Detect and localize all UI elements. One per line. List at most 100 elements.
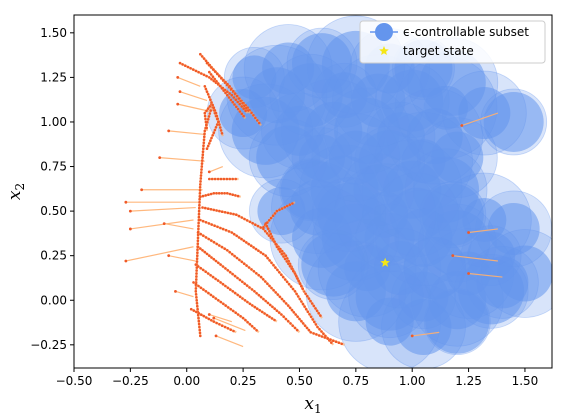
y-axis-label: x2 <box>5 183 27 200</box>
trajectory-point <box>212 208 216 212</box>
trajectory-point <box>200 162 204 165</box>
trajectory-point <box>228 177 232 181</box>
trajectory-point <box>205 147 209 150</box>
trajectory-point <box>245 284 249 287</box>
trajectory-point <box>215 209 218 212</box>
trajectory-point <box>220 87 224 90</box>
trajectory-point <box>220 245 224 249</box>
trajectory-point <box>231 309 235 313</box>
trajectory-point <box>200 313 203 317</box>
trajectory-point <box>209 293 213 297</box>
trajectory-point <box>201 159 204 162</box>
trajectory-point <box>306 310 310 314</box>
trajectory-point <box>307 328 311 332</box>
trajectory-point <box>236 276 239 280</box>
trajectory-point <box>315 333 318 336</box>
trajectory-point <box>202 314 206 318</box>
trajectory-point <box>240 105 243 108</box>
trajectory-point <box>195 269 198 272</box>
subset-disk-core <box>425 289 490 354</box>
trajectory-point <box>267 219 271 222</box>
trajectory-point <box>202 57 206 60</box>
trajectory-point <box>270 317 274 320</box>
trajectory-point <box>203 129 207 133</box>
trajectory-point <box>301 287 305 291</box>
trajectory-point <box>229 288 232 291</box>
control-segment <box>215 335 244 348</box>
trajectory-point <box>231 272 234 276</box>
trajectory-point <box>207 193 210 196</box>
trajectory-point <box>297 279 301 283</box>
trajectory-point <box>197 212 201 216</box>
trajectory-point <box>265 313 269 317</box>
trajectory-point <box>288 264 292 268</box>
trajectory-point <box>251 221 254 225</box>
trajectory-point <box>204 270 207 274</box>
x-tick-label: 0.75 <box>342 374 369 388</box>
trajectory-point <box>273 212 277 215</box>
trajectory-point <box>205 90 209 93</box>
trajectory-point <box>197 227 200 231</box>
control-segment <box>177 103 210 112</box>
trajectory-point <box>270 235 274 238</box>
trajectory-point <box>233 92 237 95</box>
trajectory-point <box>194 293 198 296</box>
trajectory-point <box>313 320 316 324</box>
trajectory-point <box>204 290 208 293</box>
trajectory-point <box>242 114 245 118</box>
control-point <box>167 129 171 133</box>
trajectory-point <box>226 211 230 215</box>
trajectory-point <box>224 228 228 232</box>
trajectory-point <box>264 254 268 257</box>
control-point <box>214 334 218 338</box>
control-segment <box>468 272 503 278</box>
trajectory-point <box>245 241 248 244</box>
trajectory-point <box>199 232 202 236</box>
trajectory-point <box>223 325 227 329</box>
trajectory-point <box>242 107 245 110</box>
trajectory-point <box>337 341 341 345</box>
trajectory-point <box>250 268 253 271</box>
trajectory-point <box>237 97 241 100</box>
trajectory-point <box>195 299 198 302</box>
trajectory-point <box>308 313 311 316</box>
trajectory-point <box>202 234 205 237</box>
trajectory-point <box>178 61 182 65</box>
trajectory-point <box>196 304 199 308</box>
plot-frame <box>73 14 553 369</box>
trajectory-point <box>275 245 279 249</box>
trajectory-point <box>275 209 279 213</box>
trajectory-point <box>200 171 203 174</box>
y-tick-label: 0.25 <box>40 249 67 263</box>
trajectory-point <box>255 119 259 122</box>
trajectory-point <box>257 273 261 277</box>
trajectory-point <box>196 307 199 311</box>
trajectory-point <box>201 249 204 252</box>
trajectory-point <box>241 280 244 284</box>
trajectory-point <box>204 87 208 91</box>
trajectory-point <box>221 227 225 231</box>
trajectory-point <box>235 94 239 98</box>
trajectory-point <box>318 327 321 331</box>
trajectory-point <box>206 272 210 275</box>
trajectory-point <box>237 236 241 239</box>
trajectory-point <box>195 310 198 314</box>
control-segment <box>209 165 224 173</box>
trajectory-point <box>283 257 287 261</box>
trajectory-point <box>199 334 202 338</box>
trajectory-point <box>209 98 212 101</box>
trajectory-point <box>238 102 241 106</box>
trajectory-point <box>208 76 211 79</box>
trajectory-point <box>199 286 203 290</box>
trajectory-point <box>295 328 299 332</box>
trajectory-point <box>272 263 275 267</box>
trajectory-point <box>305 326 309 330</box>
trajectory-point <box>251 304 254 307</box>
trajectory-point <box>300 284 303 288</box>
control-point <box>176 102 180 106</box>
trajectory-point <box>254 247 258 251</box>
trajectory-point <box>261 252 265 256</box>
y-tick-label: 1.00 <box>40 115 67 129</box>
trajectory-point <box>192 68 195 71</box>
trajectory-point <box>199 247 202 250</box>
